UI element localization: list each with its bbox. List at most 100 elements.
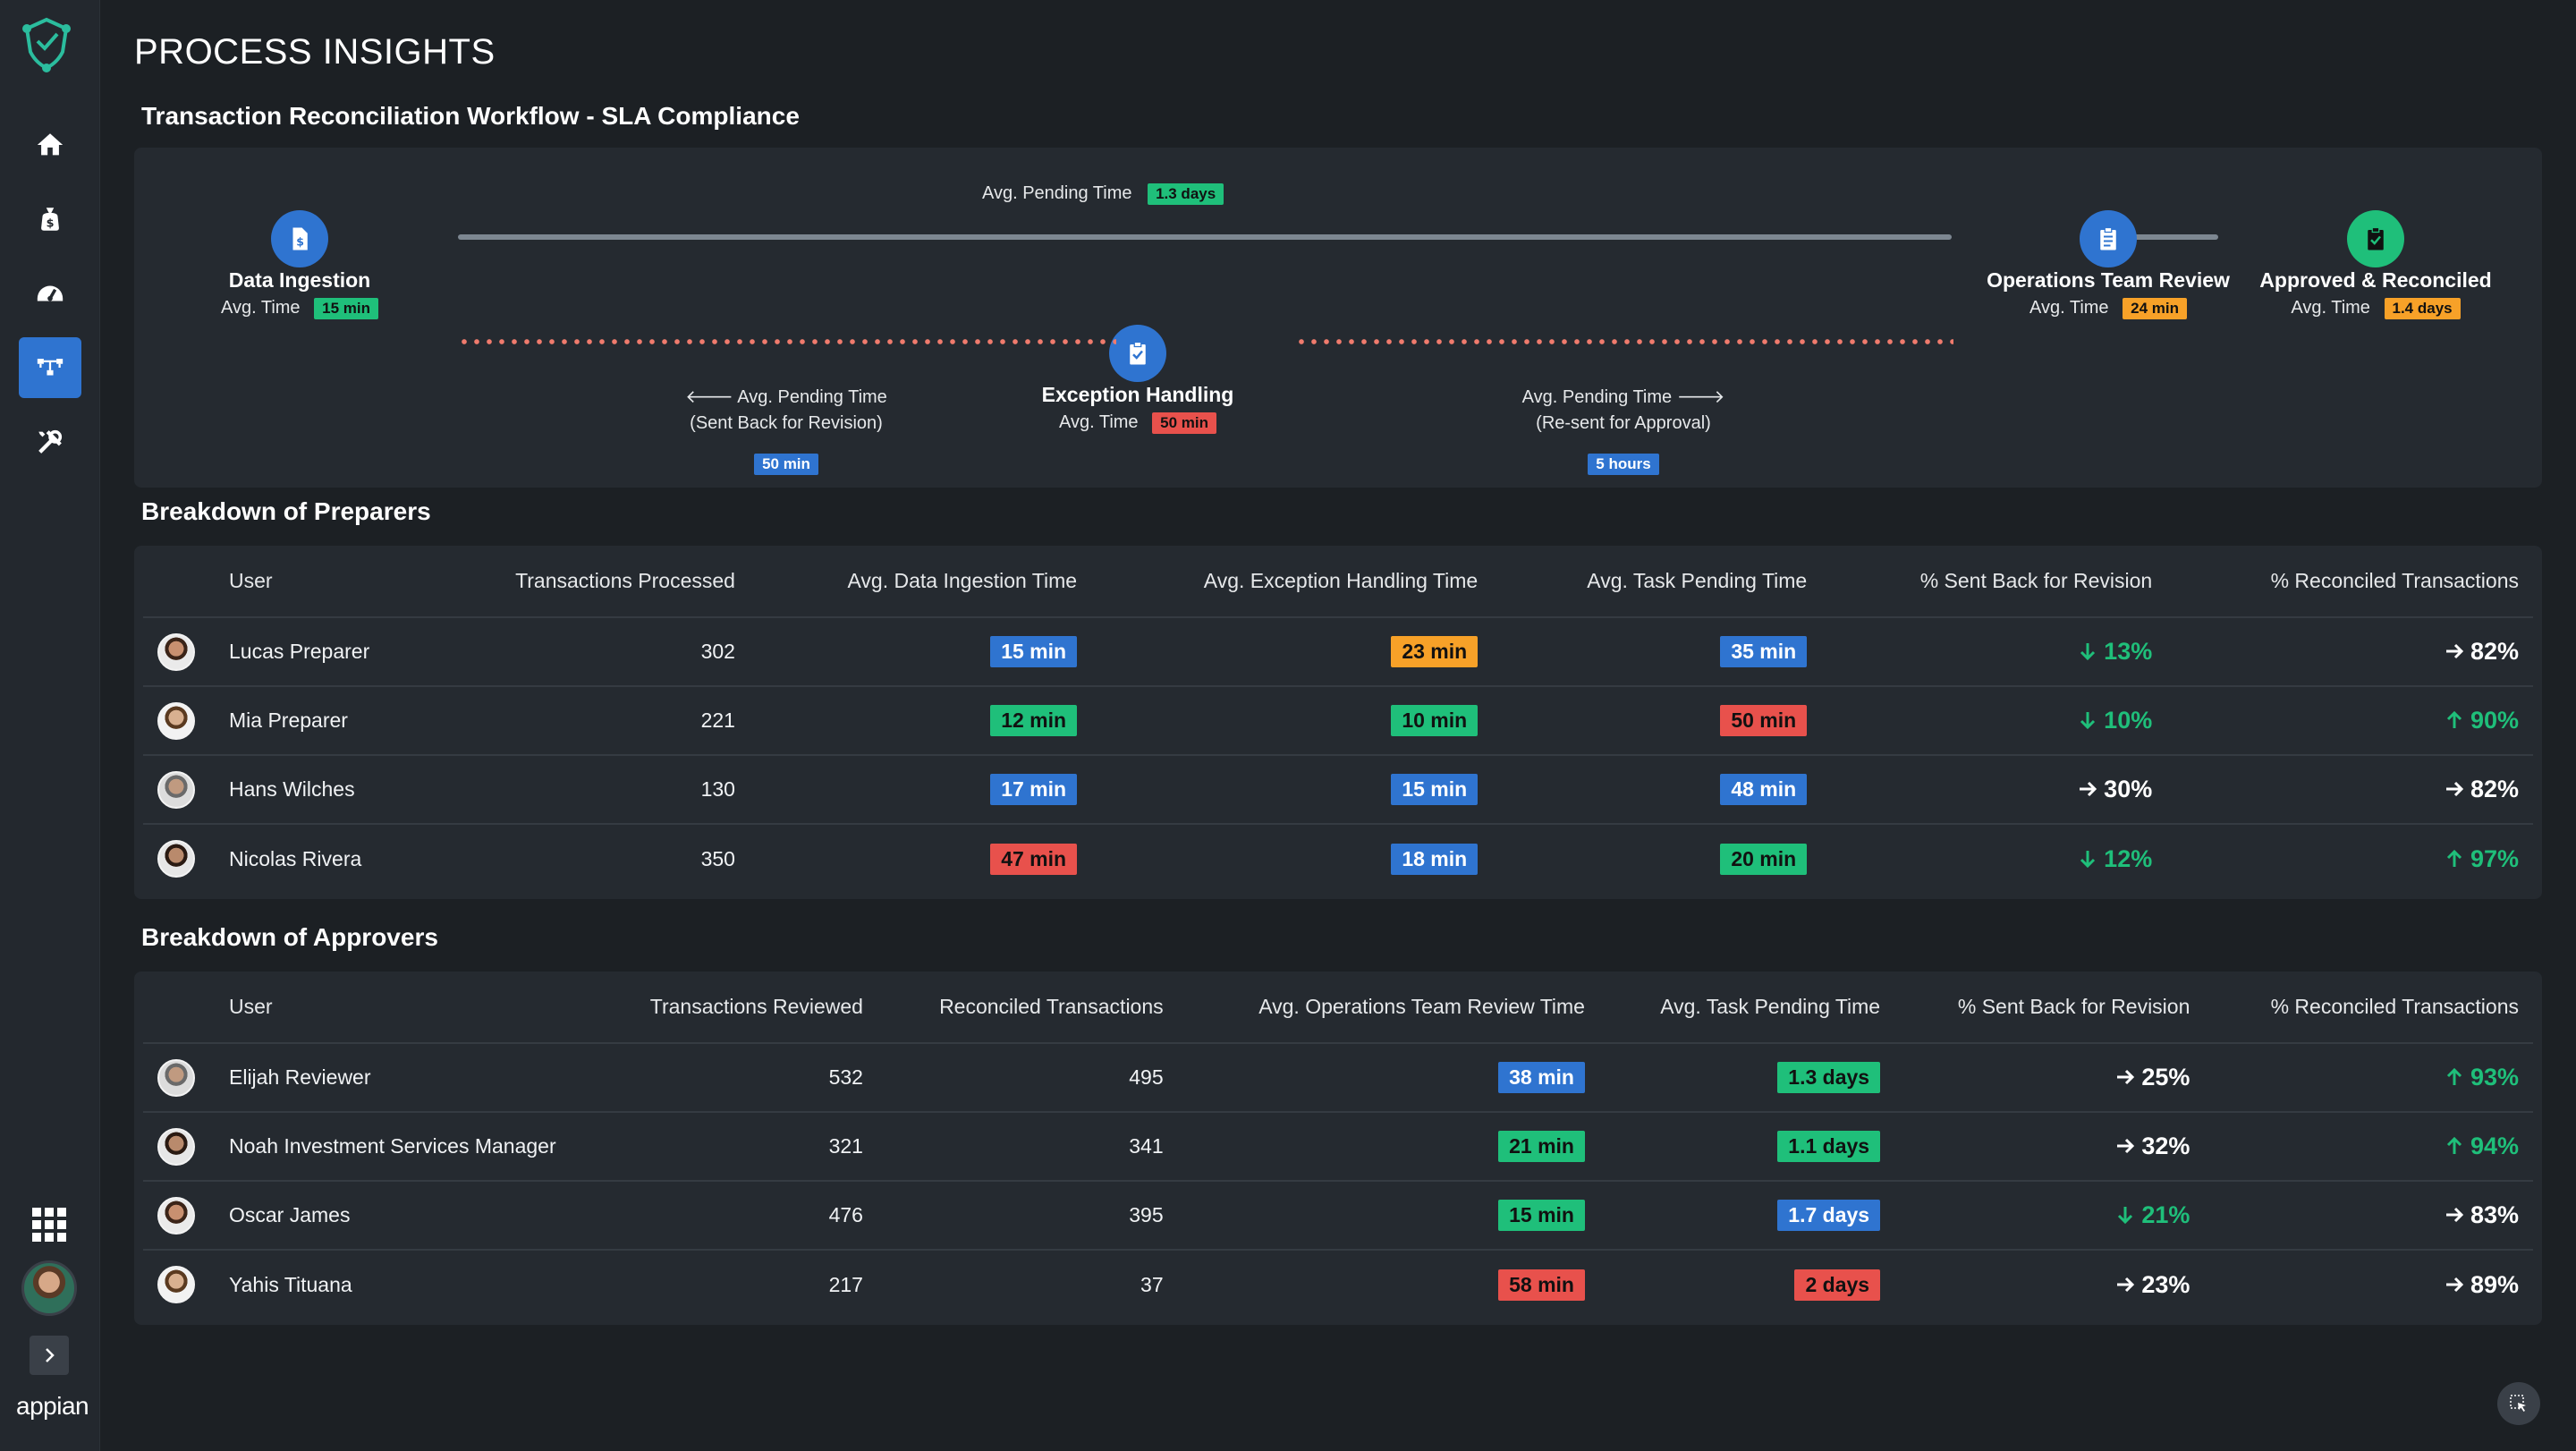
home-icon[interactable] xyxy=(19,115,81,175)
user-avatar[interactable] xyxy=(21,1260,77,1316)
avatar[interactable] xyxy=(157,632,195,671)
ingestion-time-chip: 17 min xyxy=(990,774,1078,805)
resent-sub: (Re-sent for Approval) xyxy=(1536,413,1711,433)
workflow-title: Transaction Reconciliation Workflow - SL… xyxy=(141,102,800,130)
table-row[interactable]: Nicolas Rivera 350 47 min 18 min 20 min 12% 97… xyxy=(143,824,2533,893)
preparers-table: User Transactions Processed Avg. Data In… xyxy=(143,546,2533,893)
user-name: Oscar James xyxy=(215,1181,590,1251)
sent-back-percent: 12% xyxy=(2077,845,2152,872)
approved-clipboard-icon xyxy=(2347,210,2404,267)
user-name: Mia Preparer xyxy=(215,686,420,756)
col-ops-review-time[interactable]: Avg. Operations Team Review Time xyxy=(1177,972,1599,1044)
pending-time-chip: 35 min xyxy=(1720,636,1808,667)
col-sent-back[interactable]: % Sent Back for Revision xyxy=(1894,972,2205,1044)
avatar[interactable] xyxy=(157,1196,195,1235)
reconciled-percent: 94% xyxy=(2444,1133,2519,1159)
sent-back-sub: (Sent Back for Revision) xyxy=(690,413,883,433)
avatar[interactable] xyxy=(157,770,195,809)
reconciled-percent: 89% xyxy=(2444,1271,2519,1298)
user-name: Noah Investment Services Manager xyxy=(215,1112,590,1182)
feedback-button[interactable] xyxy=(2497,1382,2540,1425)
sent-back-badge: 50 min xyxy=(754,454,818,475)
approved-time-badge: 1.4 days xyxy=(2384,298,2461,319)
chevron-right-icon xyxy=(46,1348,55,1362)
reconciled-percent: 93% xyxy=(2444,1064,2519,1090)
exception-time-chip: 10 min xyxy=(1391,705,1479,736)
money-bag-icon[interactable]: $ xyxy=(19,189,81,250)
exception-time-chip: 18 min xyxy=(1391,843,1479,875)
transactions-reviewed: 532 xyxy=(590,1043,877,1113)
arrow-down-icon xyxy=(2080,643,2096,661)
col-pending-time[interactable]: Avg. Task Pending Time xyxy=(1598,972,1895,1044)
step-approved-title: Approved & Reconciled xyxy=(2259,268,2492,292)
arrow-right-icon xyxy=(2445,781,2464,797)
table-header-row: User Transactions Reviewed Reconciled Tr… xyxy=(143,972,2533,1044)
sent-back-percent: 13% xyxy=(2077,638,2152,665)
reconciled-percent: 82% xyxy=(2444,776,2519,802)
step-exception-title: Exception Handling xyxy=(1041,383,1234,406)
clipboard-check-icon xyxy=(1109,325,1166,382)
table-row[interactable]: Lucas Preparer 302 15 min 23 min 35 min 13% 82… xyxy=(143,617,2533,687)
col-user[interactable]: User xyxy=(215,972,590,1044)
exception-time-chip: 23 min xyxy=(1391,636,1479,667)
col-transactions-processed[interactable]: Transactions Processed xyxy=(420,546,750,618)
ops-review-time-chip: 21 min xyxy=(1498,1131,1585,1162)
ops-time-badge: 24 min xyxy=(2123,298,2187,319)
avatar[interactable] xyxy=(157,701,195,740)
ingestion-time-badge: 15 min xyxy=(314,298,378,319)
user-name: Nicolas Rivera xyxy=(229,846,362,870)
table-row[interactable]: Yahis Tituana 217 37 58 min 2 days 23% 89% xyxy=(143,1250,2533,1319)
reconciled-transactions: 395 xyxy=(877,1181,1178,1251)
avatar[interactable] xyxy=(157,1058,195,1097)
tools-icon[interactable] xyxy=(19,412,81,472)
sent-back-line xyxy=(458,339,1116,344)
transactions-processed: 221 xyxy=(420,686,750,756)
transactions-processed: 302 xyxy=(420,617,750,687)
gauge-icon[interactable] xyxy=(19,263,81,324)
col-sent-back[interactable]: % Sent Back for Revision xyxy=(1821,546,2167,618)
arrow-right-icon xyxy=(2080,781,2097,797)
reconciled-transactions: 495 xyxy=(877,1043,1178,1113)
col-transactions-reviewed[interactable]: Transactions Reviewed xyxy=(590,972,877,1044)
user-name: Lucas Preparer xyxy=(215,617,420,687)
resent-line xyxy=(1295,339,1953,344)
app-logo-icon[interactable] xyxy=(16,13,77,73)
approvers-title: Breakdown of Approvers xyxy=(141,923,438,951)
arrow-down-icon xyxy=(2118,1207,2133,1225)
svg-text:$: $ xyxy=(296,235,304,249)
col-exception-time[interactable]: Avg. Exception Handling Time xyxy=(1091,546,1493,618)
workflow-icon[interactable] xyxy=(19,337,81,398)
arrow-down-icon xyxy=(2080,712,2096,730)
table-row[interactable]: Oscar James 476 395 15 min 1.7 days 21% 83% xyxy=(143,1181,2533,1251)
table-row[interactable]: Mia Preparer 221 12 min 10 min 50 min 10% 90% xyxy=(143,686,2533,756)
ingestion-time-chip: 15 min xyxy=(990,636,1078,667)
avatar[interactable] xyxy=(157,840,195,878)
exception-time-chip: 15 min xyxy=(1391,774,1479,805)
col-reconciled[interactable]: % Reconciled Transactions xyxy=(2166,546,2533,618)
arrow-up-icon xyxy=(2446,1136,2462,1154)
top-pending-label: Avg. Pending Time 1.3 days xyxy=(982,183,1224,205)
pending-time-chip: 1.7 days xyxy=(1777,1200,1881,1231)
col-pending-time[interactable]: Avg. Task Pending Time xyxy=(1492,546,1822,618)
expand-sidebar-button[interactable] xyxy=(30,1336,69,1375)
col-ingestion-time[interactable]: Avg. Data Ingestion Time xyxy=(749,546,1092,618)
table-row[interactable]: Hans Wilches 130 17 min 15 min 48 min 30% 82% xyxy=(143,755,2533,825)
arrow-right-icon xyxy=(2445,1277,2464,1292)
apps-grid-icon[interactable] xyxy=(32,1208,66,1242)
table-row[interactable]: Elijah Reviewer 532 495 38 min 1.3 days 25% 93… xyxy=(143,1043,2533,1113)
ops-review-time-chip: 58 min xyxy=(1498,1269,1585,1301)
col-user[interactable]: User xyxy=(215,546,420,618)
avatar[interactable] xyxy=(157,1266,195,1303)
top-pending-badge: 1.3 days xyxy=(1148,183,1224,205)
preparers-card: User Transactions Processed Avg. Data In… xyxy=(134,546,2542,899)
approval-line xyxy=(2132,234,2218,240)
col-reconciled-transactions[interactable]: Reconciled Transactions xyxy=(877,972,1178,1044)
sent-back-label: 🡐 Avg. Pending Time xyxy=(685,387,887,407)
pending-time-chip: 20 min xyxy=(1720,843,1808,875)
ops-review-time-chip: 15 min xyxy=(1498,1200,1585,1231)
transactions-processed: 130 xyxy=(420,755,750,825)
avatar[interactable] xyxy=(157,1127,195,1166)
table-row[interactable]: Noah Investment Services Manager 321 341 21… xyxy=(143,1112,2533,1182)
col-reconciled[interactable]: % Reconciled Transactions xyxy=(2204,972,2533,1044)
reconciled-transactions: 37 xyxy=(1140,1272,1164,1296)
